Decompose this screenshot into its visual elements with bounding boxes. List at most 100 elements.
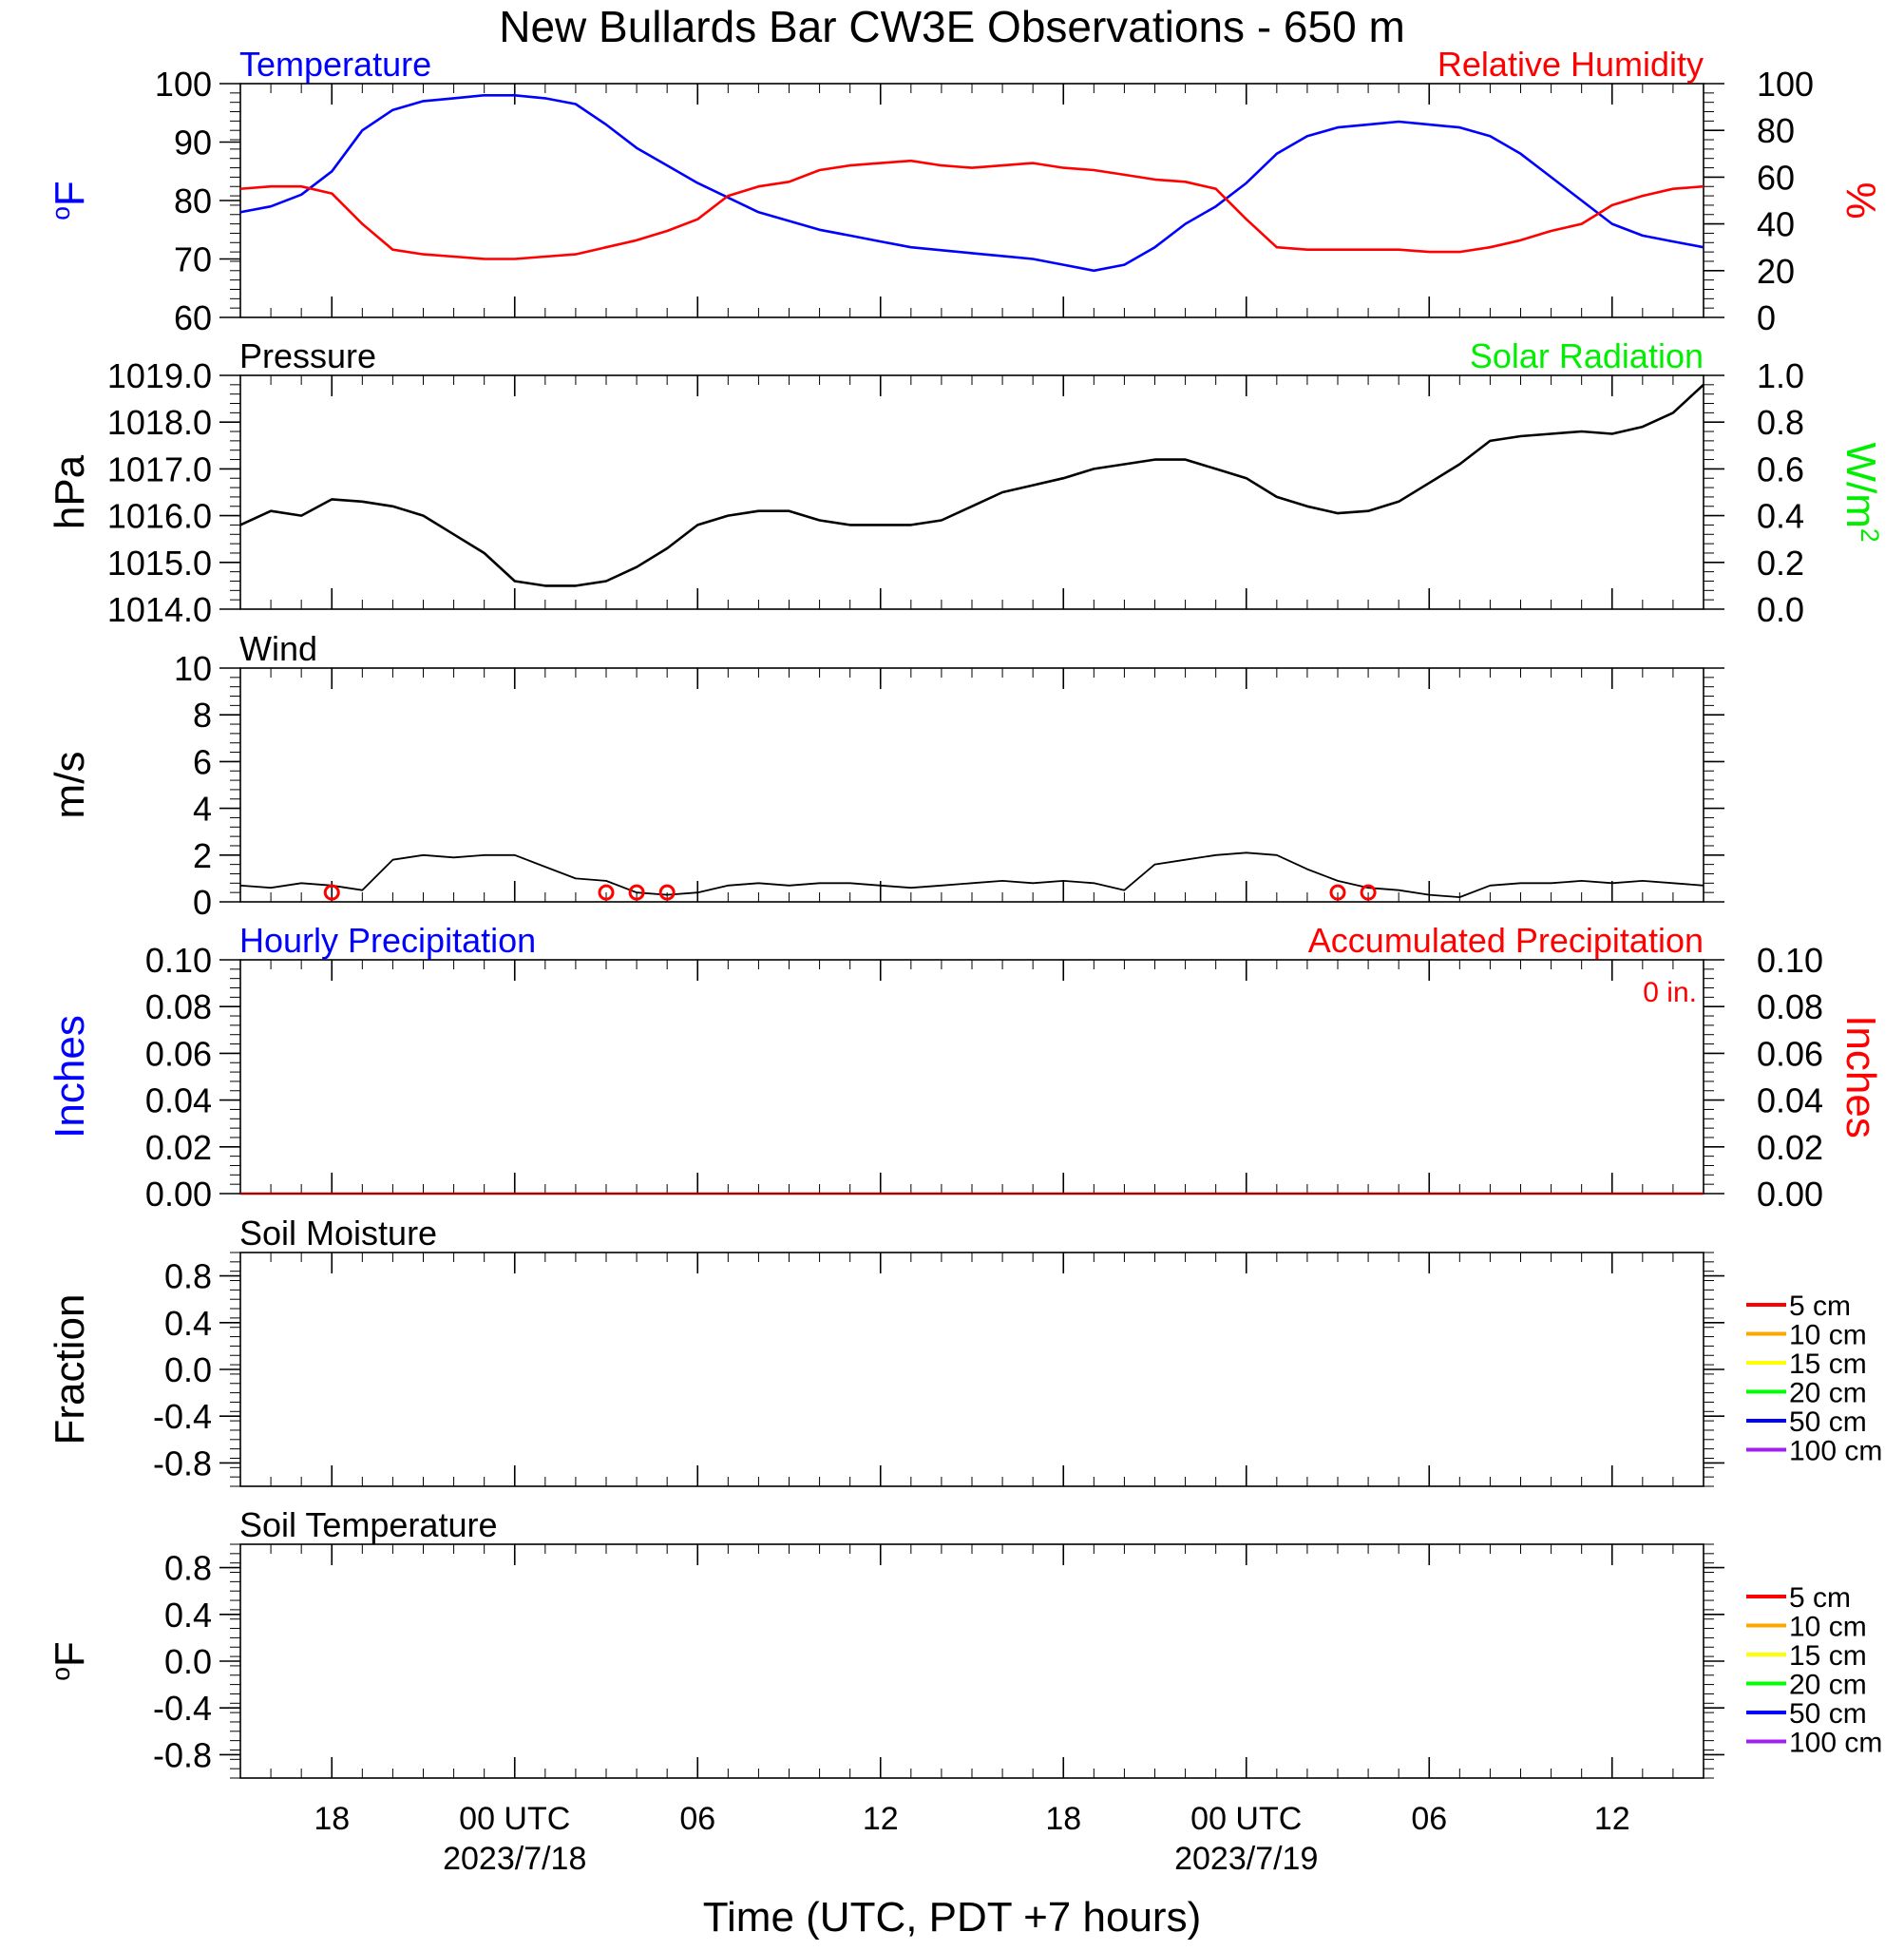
- legend-label: 50 cm: [1789, 1406, 1867, 1438]
- y-tick-label-right: 0.00: [1757, 1175, 1823, 1214]
- x-tick-label: 18: [1045, 1801, 1081, 1837]
- x-tick-label: 06: [1411, 1801, 1447, 1837]
- legend-label: 5 cm: [1789, 1291, 1851, 1322]
- y-tick-label: 0.06: [145, 1034, 212, 1073]
- y-tick-label: 1015.0: [107, 544, 212, 583]
- panel-title-right: Relative Humidity: [1438, 45, 1704, 84]
- panel-title: Hourly Precipitation: [239, 921, 536, 960]
- calm-wind-marker: [323, 884, 340, 901]
- y-tick-label-right: 0.02: [1757, 1128, 1823, 1167]
- y-tick-label-right: 0.4: [1757, 497, 1804, 536]
- x-date-label: 2023/7/19: [1174, 1841, 1318, 1877]
- calm-wind-marker: [658, 884, 676, 901]
- legend-label: 100 cm: [1789, 1436, 1882, 1467]
- y-tick-label: 80: [174, 182, 212, 220]
- y-axis-label: hPa: [47, 454, 93, 529]
- figure-title: New Bullards Bar CW3E Observations - 650…: [499, 2, 1405, 51]
- panel-title: Pressure: [239, 336, 376, 375]
- series-line-pressure: [239, 383, 1704, 587]
- x-tick-label: 18: [314, 1801, 350, 1837]
- y-tick-label: 0: [193, 883, 212, 922]
- y-tick-label-right: 80: [1757, 111, 1795, 150]
- y-axis-label-right: Inches: [1837, 1015, 1884, 1138]
- legend-label: 50 cm: [1789, 1698, 1867, 1730]
- y-tick-label: 0.00: [145, 1175, 212, 1214]
- x-tick-label: 06: [679, 1801, 715, 1837]
- y-axis-label: Fraction: [47, 1294, 93, 1445]
- y-tick-label: 2: [193, 836, 212, 875]
- y-tick-label-right: 0.08: [1757, 987, 1823, 1026]
- y-tick-label: -0.8: [153, 1444, 212, 1482]
- series-line-temperature: [239, 94, 1704, 273]
- y-axis-label-right: %: [1837, 182, 1884, 219]
- y-tick-label: 0.0: [164, 1350, 212, 1389]
- y-tick-label-right: 1.0: [1757, 356, 1804, 395]
- y-tick-label: 60: [174, 298, 212, 337]
- x-tick-label: 00 UTC: [459, 1801, 570, 1837]
- y-tick-label: 1017.0: [107, 449, 212, 488]
- y-tick-label-right: 0.10: [1757, 941, 1823, 980]
- y-tick-label-right: 0.2: [1757, 544, 1804, 583]
- y-tick-label-right: 0: [1757, 298, 1776, 337]
- x-axis-label: Time (UTC, PDT +7 hours): [703, 1894, 1201, 1941]
- y-tick-label-right: 0.0: [1757, 590, 1804, 629]
- panel-soil-moisture: -0.8 -0.4 0.0 0.4 0.8 Soil Moisture Fraction 5 …: [47, 1214, 1882, 1487]
- y-tick-label-right: 0.04: [1757, 1081, 1823, 1120]
- y-tick-label: -0.4: [153, 1397, 212, 1436]
- y-tick-label: -0.8: [153, 1735, 212, 1774]
- y-tick-label: 0.8: [164, 1257, 212, 1296]
- legend-label: 10 cm: [1789, 1320, 1867, 1351]
- y-axis-label: Inches: [47, 1015, 93, 1138]
- legend-label: 100 cm: [1789, 1728, 1882, 1759]
- legend-label: 20 cm: [1789, 1670, 1867, 1701]
- y-tick-label: 0.4: [164, 1596, 212, 1635]
- y-axis-label: oF: [47, 181, 93, 220]
- y-tick-label: 0.10: [145, 941, 212, 980]
- legend-label: 20 cm: [1789, 1378, 1867, 1409]
- y-tick-label-right: 20: [1757, 252, 1795, 291]
- y-tick-label: 1018.0: [107, 403, 212, 442]
- panel-pressure: 1014.0 1015.0 1016.0 1017.0 1018.0 1019.0 0.0 0…: [47, 336, 1884, 629]
- panel-title-right: Solar Radiation: [1470, 336, 1704, 375]
- y-tick-label: 0.0: [164, 1642, 212, 1681]
- panel-annotation: 0 in.: [1643, 977, 1697, 1008]
- x-tick-label: 12: [1594, 1801, 1630, 1837]
- y-tick-label: 0.8: [164, 1549, 212, 1588]
- y-tick-label: 90: [174, 124, 212, 163]
- y-tick-label-right: 0.8: [1757, 403, 1804, 442]
- legend-label: 5 cm: [1789, 1582, 1851, 1614]
- y-tick-label: 10: [174, 649, 212, 688]
- calm-wind-marker: [1329, 884, 1346, 901]
- y-tick-label: 8: [193, 696, 212, 735]
- y-tick-label: 6: [193, 742, 212, 781]
- panel-title: Wind: [239, 629, 317, 668]
- series-line-wind-speed: [239, 851, 1704, 898]
- panel-hourly-precipitation: 0.00 0.02 0.04 0.06 0.08 0.10 0.00 0.02 0.04 0.06…: [47, 921, 1884, 1214]
- y-tick-label-right: 40: [1757, 205, 1795, 244]
- y-tick-label-right: 60: [1757, 158, 1795, 197]
- y-tick-label: 0.4: [164, 1304, 212, 1343]
- y-tick-label: 4: [193, 790, 212, 829]
- y-tick-label: 100: [155, 65, 212, 104]
- y-tick-label-right: 0.06: [1757, 1034, 1823, 1073]
- panel-title: Soil Temperature: [239, 1505, 497, 1544]
- y-tick-label-right: 100: [1757, 65, 1814, 104]
- y-tick-label: 0.04: [145, 1081, 212, 1120]
- y-tick-label: 70: [174, 240, 212, 279]
- panel-title: Soil Moisture: [239, 1214, 437, 1253]
- y-tick-label: 1016.0: [107, 497, 212, 536]
- legend-label: 15 cm: [1789, 1640, 1867, 1672]
- panel-wind: 0 2 4 6 8 10 Wind m/s: [47, 629, 1724, 922]
- panel-title: Temperature: [239, 45, 431, 84]
- y-tick-label-right: 0.6: [1757, 449, 1804, 488]
- y-tick-label: 1014.0: [107, 590, 212, 629]
- panel-title-right: Accumulated Precipitation: [1308, 921, 1704, 960]
- y-axis-label-right: W/m2: [1837, 442, 1884, 542]
- x-tick-label: 00 UTC: [1190, 1801, 1302, 1837]
- calm-wind-marker: [628, 884, 645, 901]
- y-tick-label: 1019.0: [107, 356, 212, 395]
- legend-label: 10 cm: [1789, 1612, 1867, 1643]
